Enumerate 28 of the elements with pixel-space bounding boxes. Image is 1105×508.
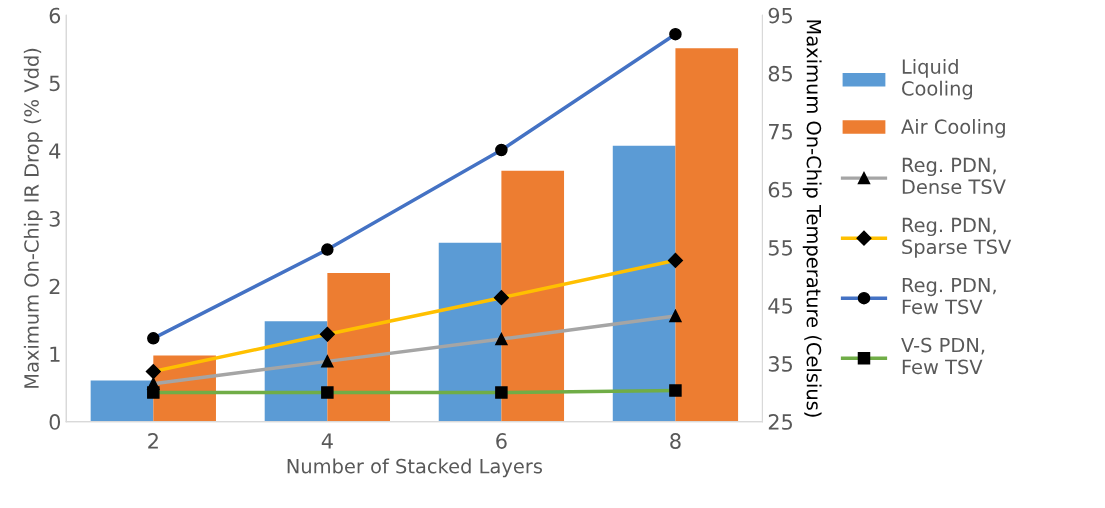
legend-label: Liquid Cooling	[902, 58, 973, 100]
legend-label: Air Cooling	[901, 118, 1005, 138]
x-tick-label: 2	[148, 433, 158, 449]
y-tick-label: 1	[50, 346, 60, 362]
y-axis-title: Maximum On-Chip IR Drop (% Vdd)	[23, 48, 43, 388]
y2-tick-label: 25	[768, 414, 792, 430]
y-tick-label: 5	[49, 75, 60, 92]
y2-tick-label: 35	[768, 356, 792, 372]
x-tick-label: 8	[670, 433, 681, 449]
y-tick-label: 2	[49, 278, 60, 295]
y2-tick-label: 85	[768, 65, 792, 82]
y-tick-label: 0	[49, 414, 61, 430]
y-tick-label: 4	[49, 143, 61, 159]
legend-label: V-S PDN, Few TSV	[901, 337, 985, 375]
y2-tick-label: 65	[768, 181, 792, 198]
y-tick-label: 3	[49, 210, 60, 227]
y2-axis-title: Maximum On-Chip Temperature (Celsius)	[802, 20, 822, 417]
legend-label: Reg. PDN, Sparse TSV	[902, 217, 1012, 258]
y2-tick-label: 95	[768, 7, 792, 24]
x-tick-label: 4	[321, 433, 333, 449]
y2-tick-label: 55	[768, 240, 792, 256]
y2-tick-label: 45	[768, 298, 792, 314]
legend-label: Reg. PDN, Few TSV	[902, 277, 996, 315]
y-tick-label: 6	[49, 7, 61, 24]
x-axis-title: Number of Stacked Layers	[287, 458, 543, 478]
y2-tick-label: 75	[769, 124, 792, 140]
legend-label: Reg. PDN, Dense TSV	[902, 157, 1006, 195]
x-tick-label: 6	[496, 433, 507, 449]
